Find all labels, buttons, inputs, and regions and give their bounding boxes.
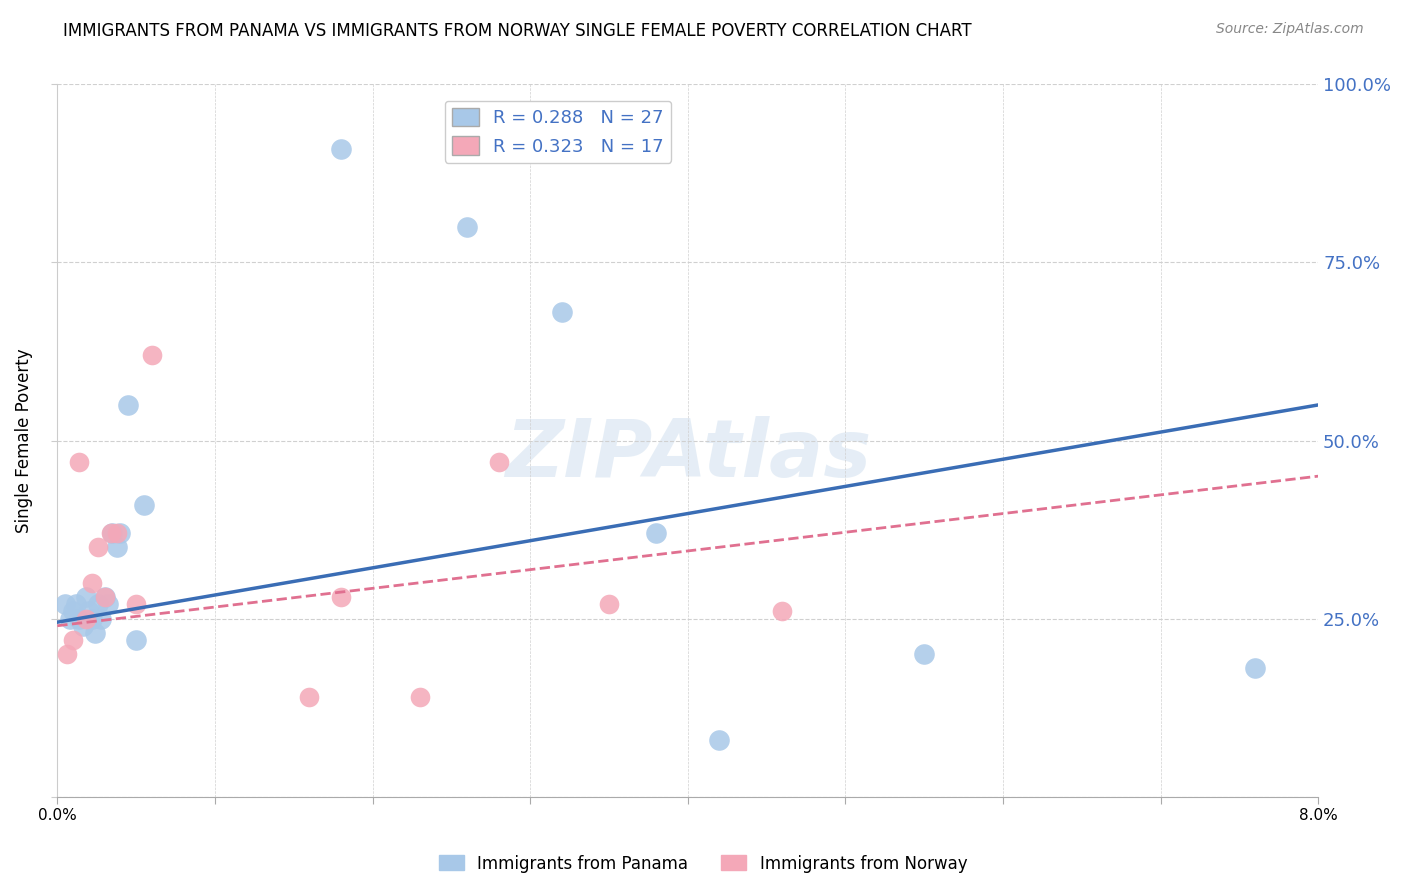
Point	[87, 541, 110, 555]
Point	[72, 619, 94, 633]
Point	[105, 526, 128, 541]
Point	[330, 142, 353, 156]
Point	[84, 625, 107, 640]
Point	[105, 541, 128, 555]
Point	[709, 732, 731, 747]
Point	[456, 219, 478, 234]
Point	[97, 598, 120, 612]
Text: Source: ZipAtlas.com: Source: ZipAtlas.com	[1216, 22, 1364, 37]
Y-axis label: Single Female Poverty: Single Female Poverty	[15, 348, 32, 533]
Point	[87, 598, 110, 612]
Point	[62, 605, 84, 619]
Point	[67, 455, 90, 469]
Point	[65, 598, 87, 612]
Text: ZIPAtlas: ZIPAtlas	[505, 416, 870, 494]
Point	[55, 647, 77, 661]
Point	[550, 305, 572, 319]
Text: IMMIGRANTS FROM PANAMA VS IMMIGRANTS FROM NORWAY SINGLE FEMALE POVERTY CORRELATI: IMMIGRANTS FROM PANAMA VS IMMIGRANTS FRO…	[63, 22, 972, 40]
Point	[101, 526, 124, 541]
Point	[132, 498, 155, 512]
Legend: Immigrants from Panama, Immigrants from Norway: Immigrants from Panama, Immigrants from …	[432, 848, 974, 880]
Legend: R = 0.288   N = 27, R = 0.323   N = 17: R = 0.288 N = 27, R = 0.323 N = 17	[444, 101, 671, 162]
Point	[80, 612, 103, 626]
Point	[488, 455, 510, 469]
Point	[912, 647, 935, 661]
Point	[125, 632, 148, 647]
Point	[53, 598, 76, 612]
Point	[117, 398, 139, 412]
Point	[67, 612, 90, 626]
Point	[75, 591, 97, 605]
Point	[770, 605, 793, 619]
Point	[645, 526, 668, 541]
Point	[298, 690, 321, 704]
Point	[1244, 661, 1267, 675]
Point	[125, 598, 148, 612]
Point	[330, 591, 353, 605]
Point	[93, 591, 115, 605]
Point	[141, 348, 163, 362]
Point	[75, 612, 97, 626]
Point	[110, 526, 132, 541]
Point	[598, 598, 620, 612]
Point	[409, 690, 432, 704]
Point	[90, 612, 112, 626]
Point	[80, 576, 103, 591]
Point	[93, 591, 115, 605]
Point	[59, 612, 82, 626]
Point	[77, 605, 100, 619]
Point	[62, 632, 84, 647]
Point	[100, 526, 122, 541]
